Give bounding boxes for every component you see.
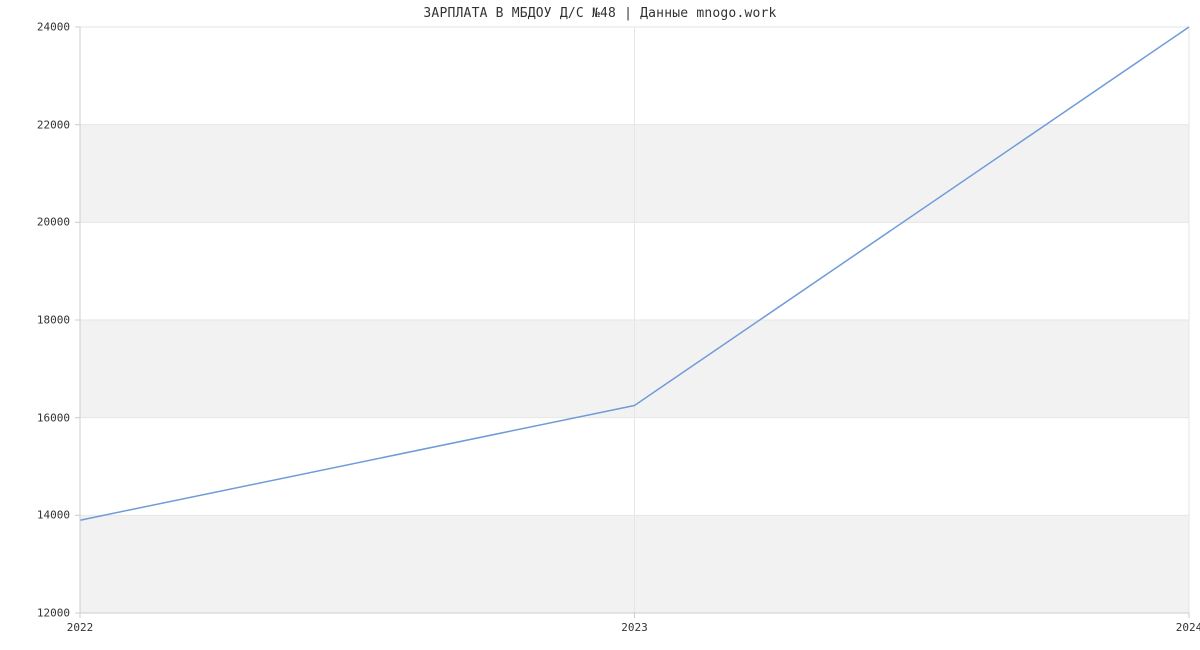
y-tick-label: 22000 [10, 118, 70, 131]
chart-container: ЗАРПЛАТА В МБДОУ Д/С №48 | Данные mnogo.… [0, 0, 1200, 650]
x-tick-label: 2022 [67, 621, 94, 634]
chart-plot [80, 27, 1189, 613]
y-tick-label: 16000 [10, 411, 70, 424]
y-tick-label: 12000 [10, 607, 70, 620]
chart-title: ЗАРПЛАТА В МБДОУ Д/С №48 | Данные mnogo.… [0, 6, 1200, 21]
x-tick-label: 2023 [621, 621, 648, 634]
y-tick-label: 14000 [10, 509, 70, 522]
x-tick-label: 2024 [1176, 621, 1200, 634]
y-tick-label: 20000 [10, 216, 70, 229]
y-tick-label: 18000 [10, 314, 70, 327]
y-tick-label: 24000 [10, 21, 70, 34]
